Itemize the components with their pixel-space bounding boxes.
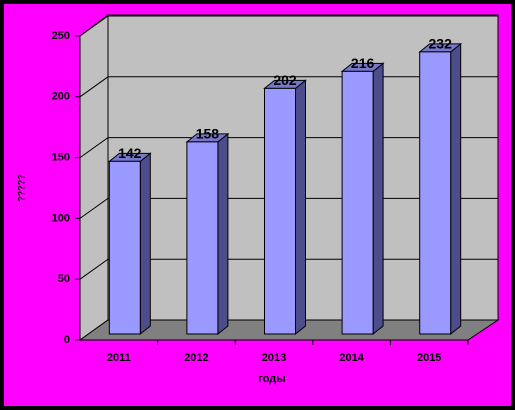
x-tick-label: 2011 (107, 352, 131, 364)
y-tick-label: 100 (52, 212, 70, 224)
y-tick-label: 150 (52, 152, 70, 164)
bar (108, 160, 141, 335)
bar (341, 70, 374, 335)
bar-side (139, 152, 151, 336)
value-label: 158 (196, 126, 220, 142)
y-tick-label: 50 (58, 273, 70, 285)
y-tick-label: 250 (52, 30, 70, 42)
x-axis-title: годы (258, 373, 285, 385)
x-tick-label: 2014 (339, 352, 364, 364)
x-tick-label: 2012 (184, 352, 208, 364)
bar (186, 141, 219, 335)
grid-line (79, 15, 498, 37)
value-label: 142 (118, 145, 142, 161)
side-wall (79, 14, 109, 341)
value-label: 202 (273, 72, 297, 88)
bar-side (217, 132, 229, 336)
bar-side (295, 79, 306, 336)
bar-side (450, 42, 462, 336)
bar-side (372, 62, 384, 336)
value-label: 216 (351, 55, 375, 71)
y-tick-label: 0 (64, 334, 70, 346)
value-label: 232 (429, 36, 453, 52)
x-tick-label: 2013 (262, 352, 286, 364)
bar (419, 51, 452, 335)
y-axis-title: ????? (16, 174, 26, 202)
bar (264, 87, 296, 335)
x-tick-label: 2015 (417, 352, 441, 364)
y-tick-label: 200 (52, 91, 70, 103)
